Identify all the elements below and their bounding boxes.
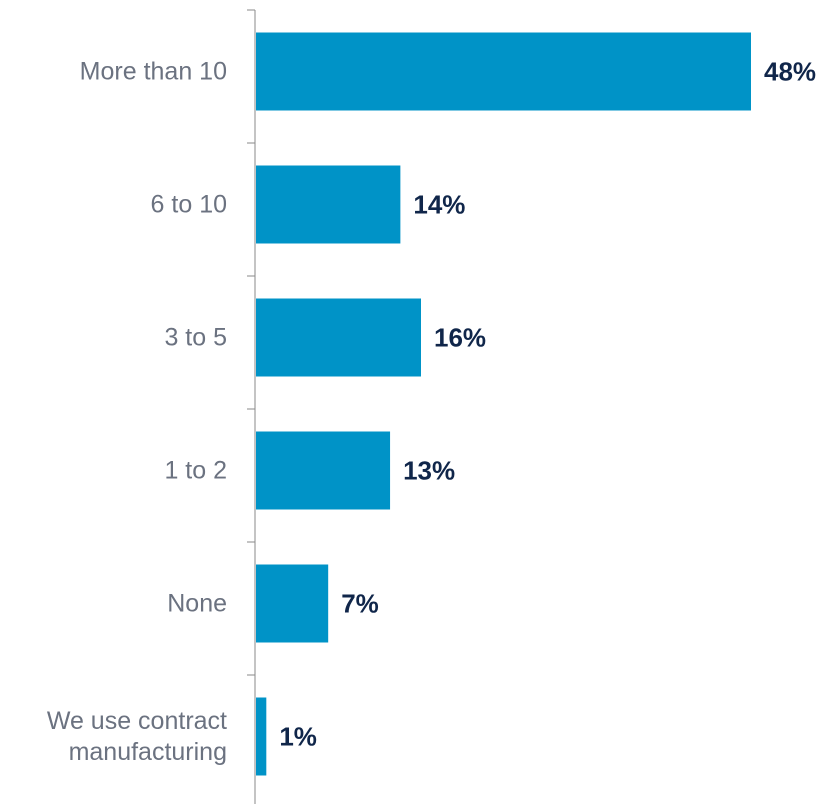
category-label-line: manufacturing xyxy=(69,738,227,766)
category-label-line: None xyxy=(167,590,227,618)
category-label-4: None xyxy=(167,590,227,618)
category-label-line: 1 to 2 xyxy=(164,457,227,485)
bar-0 xyxy=(256,32,751,111)
bar-1 xyxy=(256,165,401,244)
value-label-4: 7% xyxy=(341,589,379,619)
category-label-0: More than 10 xyxy=(80,58,227,86)
category-label-line: More than 10 xyxy=(80,58,227,86)
category-label-2: 3 to 5 xyxy=(164,324,227,352)
value-label-2: 16% xyxy=(434,323,486,353)
bar-4 xyxy=(256,564,329,643)
bar-5 xyxy=(256,697,267,776)
category-label-line: We use contract xyxy=(47,707,227,735)
category-label-line: 6 to 10 xyxy=(151,191,227,219)
category-label-1: 6 to 10 xyxy=(151,191,227,219)
category-label-line: 3 to 5 xyxy=(164,324,227,352)
value-label-5: 1% xyxy=(279,722,317,752)
value-label-3: 13% xyxy=(403,456,455,486)
value-label-1: 14% xyxy=(413,190,465,220)
bar-3 xyxy=(256,431,391,510)
category-label-5: We use contract manufacturing xyxy=(47,707,227,766)
value-label-0: 48% xyxy=(764,57,816,87)
bar-2 xyxy=(256,298,421,377)
category-label-3: 1 to 2 xyxy=(164,457,227,485)
